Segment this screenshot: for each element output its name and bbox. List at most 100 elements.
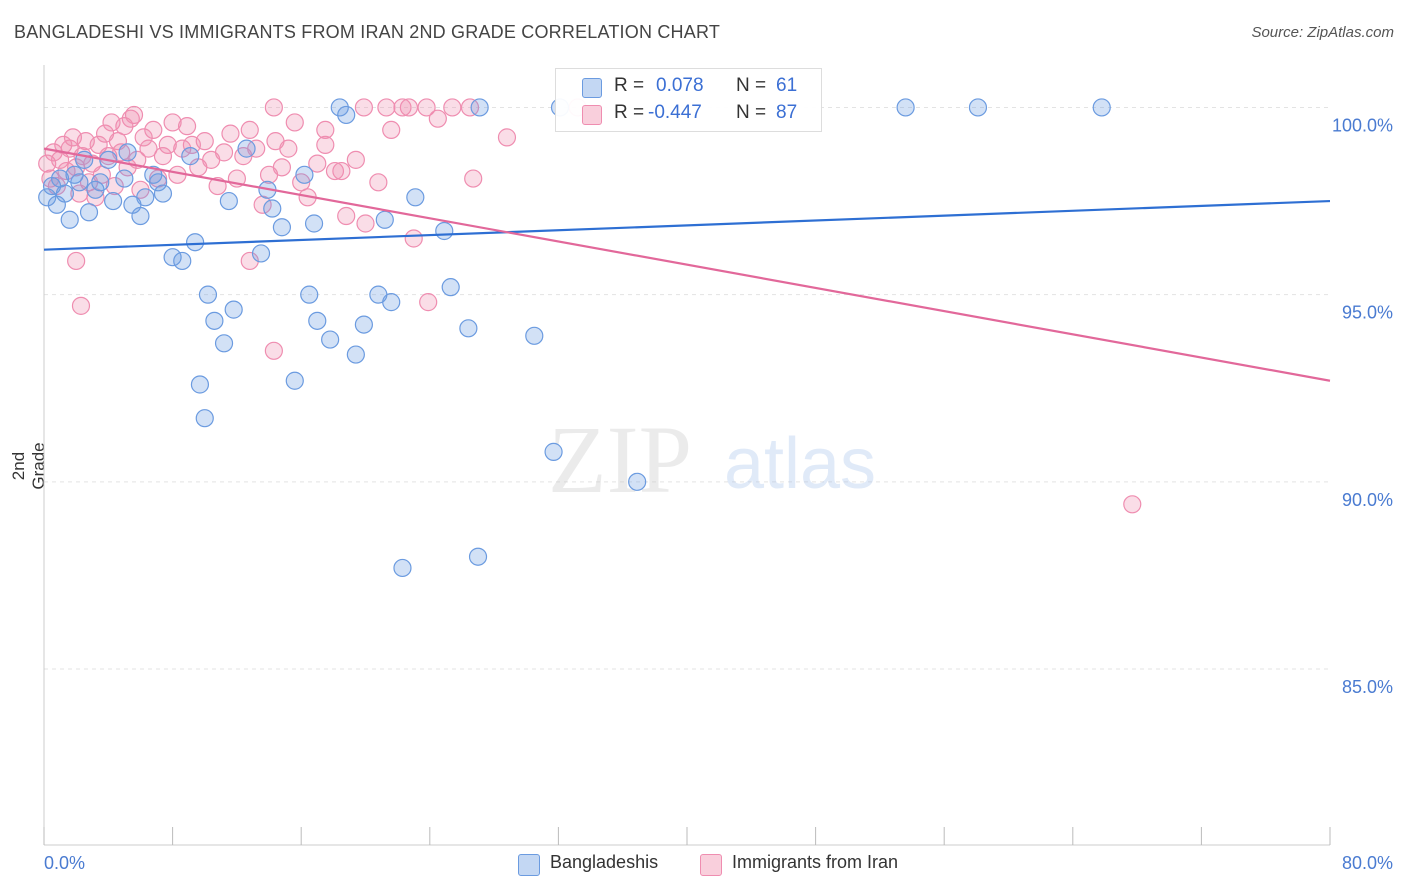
bangladeshis-point xyxy=(628,472,647,491)
bangladeshis-point xyxy=(304,214,324,233)
iran-trendline xyxy=(43,147,1331,382)
iran-point xyxy=(337,206,356,226)
bangladeshis-point xyxy=(55,184,74,203)
bangladeshis-point xyxy=(435,221,454,241)
bangladeshis-point xyxy=(104,191,123,211)
iran-point xyxy=(382,120,401,140)
bangladeshis-point xyxy=(346,345,365,364)
iran-point xyxy=(71,296,91,315)
tick-labels: 85.0% 90.0% 95.0% 100.0% 0.0% 80.0% xyxy=(44,115,1393,873)
x-tick-label: 0.0% xyxy=(44,853,85,873)
iran-point xyxy=(214,143,234,162)
iran-point xyxy=(264,341,283,360)
watermark-atlas: atlas xyxy=(724,424,876,504)
iran-point xyxy=(417,98,436,117)
legend-n-label: N = xyxy=(736,75,767,96)
y-tick-label: 90.0% xyxy=(1342,490,1393,510)
iran-point xyxy=(153,147,173,166)
bangladeshis-point xyxy=(321,330,340,349)
bangladeshis-point xyxy=(468,547,488,566)
bangladeshis-point xyxy=(968,98,988,117)
bangladeshis-point xyxy=(300,285,319,304)
iran-point xyxy=(399,98,419,117)
bangladeshis-point xyxy=(91,173,110,192)
bangladeshis-point xyxy=(115,169,134,188)
bangladeshis-point xyxy=(295,165,314,184)
bangladeshis-point xyxy=(149,173,168,192)
legend-r-value: 0.078 xyxy=(656,75,704,96)
iran-point xyxy=(464,169,483,188)
iran-point xyxy=(221,124,240,143)
bangladeshis-point xyxy=(136,188,155,207)
bangladeshis-point xyxy=(375,210,394,229)
bottom-legend-swatch-pink xyxy=(700,854,722,876)
iran-point xyxy=(92,165,111,184)
bangladeshis-point xyxy=(251,244,271,263)
bangladeshis-point xyxy=(525,326,544,345)
iran-point xyxy=(369,173,388,192)
legend-r-label: R = xyxy=(614,75,645,96)
bangladeshis-point xyxy=(354,315,373,334)
grid-lines xyxy=(44,106,1330,670)
legend-n-label: N = xyxy=(736,102,767,123)
bangladeshis-point xyxy=(285,371,304,390)
bangladeshis-point xyxy=(1092,98,1111,117)
iran-point xyxy=(247,139,266,158)
bangladeshis-point xyxy=(470,98,489,117)
bangladeshis-point xyxy=(60,210,79,229)
bangladeshis-trendline xyxy=(43,199,1331,251)
iran-point xyxy=(1123,495,1142,514)
iran-point xyxy=(325,161,345,181)
x-tick-label: 80.0% xyxy=(1342,853,1393,873)
bangladeshis-point xyxy=(393,558,412,578)
bangladeshis-point xyxy=(896,98,915,117)
legend-n-value: 87 xyxy=(776,102,798,123)
bangladeshis-point xyxy=(198,285,218,304)
bangladeshis-point xyxy=(382,293,401,312)
y-tick-label: 95.0% xyxy=(1342,303,1393,323)
bangladeshis-point xyxy=(79,203,99,222)
iran-point xyxy=(67,251,86,271)
bangladeshis-point xyxy=(38,188,57,207)
iran-point xyxy=(346,150,365,169)
bangladeshis-point xyxy=(224,300,243,319)
bangladeshis-point xyxy=(308,311,327,330)
bangladeshis-point xyxy=(237,139,256,158)
legend-swatch-pink xyxy=(582,105,602,125)
iran-point xyxy=(144,120,163,140)
bangladeshis-point xyxy=(70,173,89,192)
chart-title: BANGLADESHI VS IMMIGRANTS FROM IRAN 2ND … xyxy=(14,22,721,42)
series-immigrants-from-iran-points xyxy=(38,98,1142,514)
iran-point xyxy=(316,135,335,154)
iran-point xyxy=(308,154,327,173)
bottom-legend-label: Immigrants from Iran xyxy=(732,852,899,872)
watermark: ZIP atlas xyxy=(548,406,876,513)
bangladeshis-point xyxy=(190,375,210,394)
y-tick-label: 85.0% xyxy=(1342,677,1393,697)
bangladeshis-point xyxy=(163,248,182,267)
axes xyxy=(43,65,1331,846)
iran-point xyxy=(279,139,298,158)
legend-n-value: 61 xyxy=(776,75,798,96)
bangladeshis-point xyxy=(131,206,150,226)
bangladeshis-point xyxy=(118,143,137,162)
bangladeshis-point xyxy=(173,251,192,271)
iran-point xyxy=(419,293,438,312)
iran-point xyxy=(393,98,412,117)
bangladeshis-point xyxy=(205,311,224,330)
iran-point xyxy=(163,113,182,132)
iran-point xyxy=(272,158,292,177)
bangladeshis-point xyxy=(153,184,173,203)
iran-point xyxy=(377,98,396,117)
iran-point xyxy=(332,161,351,181)
iran-point xyxy=(41,169,60,188)
watermark-zip: ZIP xyxy=(548,406,692,513)
bangladeshis-point xyxy=(263,199,282,218)
iran-point xyxy=(497,128,517,147)
iran-point xyxy=(134,128,153,147)
iran-point xyxy=(285,113,304,132)
iran-point xyxy=(404,229,423,248)
bangladeshis-point xyxy=(195,409,214,428)
iran-point xyxy=(195,132,214,151)
